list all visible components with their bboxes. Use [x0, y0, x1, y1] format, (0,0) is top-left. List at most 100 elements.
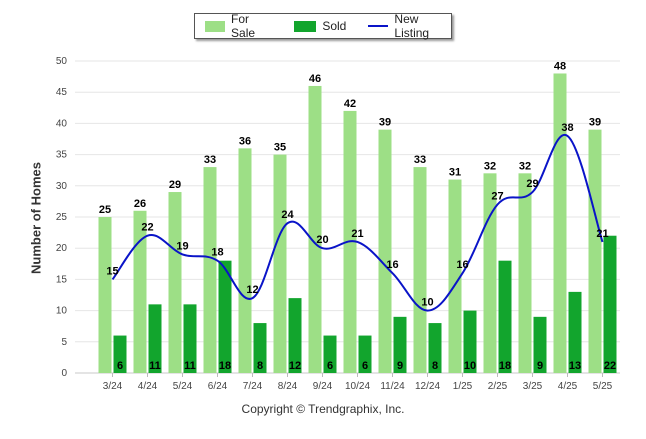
x-tick-label: 5/24 — [173, 381, 193, 392]
y-tick-label: 50 — [56, 56, 68, 67]
data-label-new-listing: 16 — [456, 259, 468, 271]
data-label-for-sale: 46 — [309, 73, 321, 85]
data-label-for-sale: 35 — [274, 142, 286, 154]
data-label-new-listing: 15 — [106, 265, 118, 277]
bar-sold — [288, 298, 302, 373]
x-tick-label: 9/24 — [313, 381, 333, 392]
bar-for-sale — [588, 129, 602, 373]
legend-swatch-sold — [294, 20, 317, 32]
data-label-for-sale: 25 — [99, 204, 111, 216]
data-label-for-sale: 32 — [484, 160, 496, 172]
data-label-sold: 12 — [289, 360, 301, 372]
y-tick-label: 40 — [56, 118, 68, 129]
x-tick-label: 3/24 — [103, 381, 123, 392]
y-tick-label: 25 — [56, 212, 68, 223]
bar-sold — [323, 335, 337, 373]
x-tick-label: 3/25 — [523, 381, 543, 392]
data-label-sold: 9 — [397, 360, 403, 372]
data-label-sold: 10 — [464, 360, 476, 372]
bar-for-sale — [448, 179, 462, 373]
legend-line-new-listing — [368, 25, 389, 27]
data-label-for-sale: 39 — [379, 117, 391, 129]
data-label-sold: 13 — [569, 360, 581, 372]
data-label-new-listing: 12 — [246, 284, 258, 296]
x-tick-label: 1/25 — [453, 381, 473, 392]
data-label-new-listing: 10 — [421, 297, 433, 309]
bar-sold — [358, 335, 372, 373]
legend-swatch-for-sale — [205, 20, 226, 32]
bar-for-sale — [133, 210, 147, 373]
data-label-new-listing: 19 — [176, 240, 188, 252]
data-label-sold: 6 — [362, 360, 368, 372]
y-tick-label: 5 — [61, 337, 67, 348]
data-label-sold: 22 — [604, 360, 616, 372]
bar-sold — [253, 323, 267, 373]
x-tick-label: 2/25 — [488, 381, 508, 392]
data-label-new-listing: 20 — [316, 234, 328, 246]
chart-legend: For Sale Sold New Listing — [194, 12, 452, 40]
data-label-new-listing: 27 — [491, 191, 503, 203]
data-label-new-listing: 21 — [596, 228, 608, 240]
data-label-sold: 11 — [149, 360, 161, 372]
data-label-for-sale: 31 — [449, 167, 461, 179]
data-label-for-sale: 36 — [239, 135, 251, 147]
x-tick-label: 11/24 — [380, 381, 405, 392]
bar-sold — [533, 316, 547, 373]
x-tick-label: 10/24 — [345, 381, 370, 392]
legend-label-for-sale: For Sale — [231, 12, 256, 40]
y-tick-label: 0 — [61, 368, 67, 379]
legend-label-sold: Sold — [322, 19, 347, 33]
data-label-new-listing: 22 — [141, 222, 153, 234]
bar-sold — [463, 310, 477, 373]
y-tick-label: 35 — [56, 150, 68, 161]
bar-sold — [113, 335, 127, 373]
bar-for-sale — [518, 173, 532, 373]
x-tick-label: 12/24 — [415, 381, 440, 392]
data-label-new-listing: 18 — [211, 247, 223, 259]
x-tick-label: 4/25 — [558, 381, 578, 392]
data-label-sold: 9 — [537, 360, 543, 372]
bar-for-sale — [273, 154, 287, 373]
legend-label-new-listing: New Listing — [394, 12, 430, 40]
bar-for-sale — [203, 167, 217, 373]
data-label-for-sale: 32 — [519, 160, 531, 172]
legend-item-sold: Sold — [294, 19, 346, 33]
data-label-for-sale: 33 — [204, 154, 216, 166]
bar-sold — [603, 235, 617, 373]
line-new-listing — [111, 133, 604, 312]
y-axis-title: Number of Homes — [28, 162, 44, 274]
bar-for-sale — [168, 192, 182, 373]
data-label-sold: 6 — [327, 360, 333, 372]
y-tick-label: 30 — [56, 181, 68, 192]
data-label-for-sale: 33 — [414, 154, 426, 166]
data-label-sold: 6 — [117, 360, 123, 372]
bar-sold — [183, 304, 197, 373]
x-tick-label: 7/24 — [243, 381, 263, 392]
data-label-new-listing: 21 — [351, 228, 363, 240]
y-tick-label: 45 — [56, 87, 68, 98]
legend-item-new-listing: New Listing — [368, 12, 451, 40]
data-label-sold: 18 — [219, 360, 231, 372]
bar-for-sale — [238, 148, 252, 373]
bar-for-sale — [413, 167, 427, 373]
legend-item-for-sale: For Sale — [205, 12, 272, 40]
bar-for-sale — [98, 217, 112, 373]
bar-sold — [218, 260, 232, 373]
data-label-sold: 18 — [499, 360, 511, 372]
bar-sold — [568, 291, 582, 373]
bar-for-sale — [553, 73, 567, 373]
bar-sold — [428, 323, 442, 373]
x-tick-label: 4/24 — [138, 381, 158, 392]
y-tick-label: 20 — [56, 243, 68, 254]
bar-sold — [498, 260, 512, 373]
y-tick-label: 15 — [56, 274, 68, 285]
x-tick-label: 6/24 — [208, 381, 228, 392]
y-tick-label: 10 — [56, 306, 68, 317]
data-label-for-sale: 48 — [554, 60, 566, 72]
data-label-sold: 8 — [257, 360, 263, 372]
bar-for-sale — [483, 173, 497, 373]
data-label-for-sale: 39 — [589, 117, 601, 129]
bar-sold — [393, 316, 407, 373]
